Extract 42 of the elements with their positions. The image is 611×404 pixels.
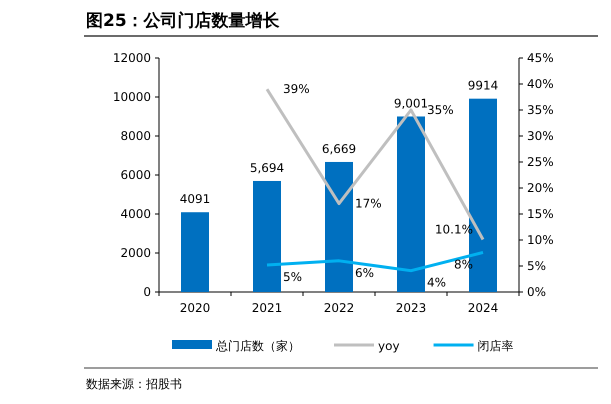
- source-note: 数据来源：招股书: [86, 377, 182, 391]
- legend-label: 总门店数（家）: [215, 339, 300, 353]
- bar: [253, 180, 281, 292]
- y2-tick-label: 10%: [527, 233, 554, 247]
- bar: [397, 116, 425, 292]
- bar: [325, 162, 353, 292]
- y-tick-label: 10000: [112, 90, 151, 104]
- y2-tick-label: 35%: [527, 103, 554, 117]
- x-tick-label: 2021: [252, 301, 282, 315]
- y-tick-label: 2000: [120, 246, 151, 260]
- legend-label: yoy: [378, 339, 400, 353]
- data-label: 5,694: [250, 160, 284, 175]
- y2-tick-label: 5%: [527, 259, 546, 273]
- x-tick-label: 2023: [396, 301, 426, 315]
- data-label: 4091: [180, 192, 210, 206]
- data-label: 17%: [355, 196, 382, 211]
- x-tick-label: 2022: [324, 301, 354, 315]
- y-tick-label: 12000: [112, 51, 151, 65]
- data-label: 5%: [283, 270, 302, 284]
- y2-tick-label: 45%: [527, 51, 554, 65]
- y2-tick-label: 15%: [527, 207, 554, 221]
- x-tick-label: 2020: [180, 301, 210, 315]
- y-tick-label: 4000: [120, 207, 151, 221]
- data-label: 35%: [427, 103, 454, 117]
- data-label: 4%: [427, 276, 446, 290]
- data-label: 6,669: [322, 142, 356, 156]
- y-tick-label: 6000: [120, 168, 151, 182]
- x-tick-label: 2024: [468, 301, 498, 315]
- data-label: 6%: [355, 266, 374, 280]
- y-tick-label: 0: [143, 285, 151, 299]
- data-label: 39%: [283, 82, 310, 96]
- bar: [181, 212, 209, 292]
- y2-tick-label: 0%: [527, 285, 546, 299]
- y-tick-label: 8000: [120, 129, 151, 143]
- legend-label: 闭店率: [478, 339, 514, 353]
- chart-title: 图25：公司门店数量增长: [86, 11, 281, 31]
- y2-tick-label: 30%: [527, 129, 554, 143]
- y2-tick-label: 40%: [527, 77, 554, 91]
- data-label: 9,001: [394, 96, 428, 110]
- y2-tick-label: 20%: [527, 181, 554, 195]
- y2-tick-label: 25%: [527, 155, 554, 169]
- data-label: 9914: [468, 78, 498, 93]
